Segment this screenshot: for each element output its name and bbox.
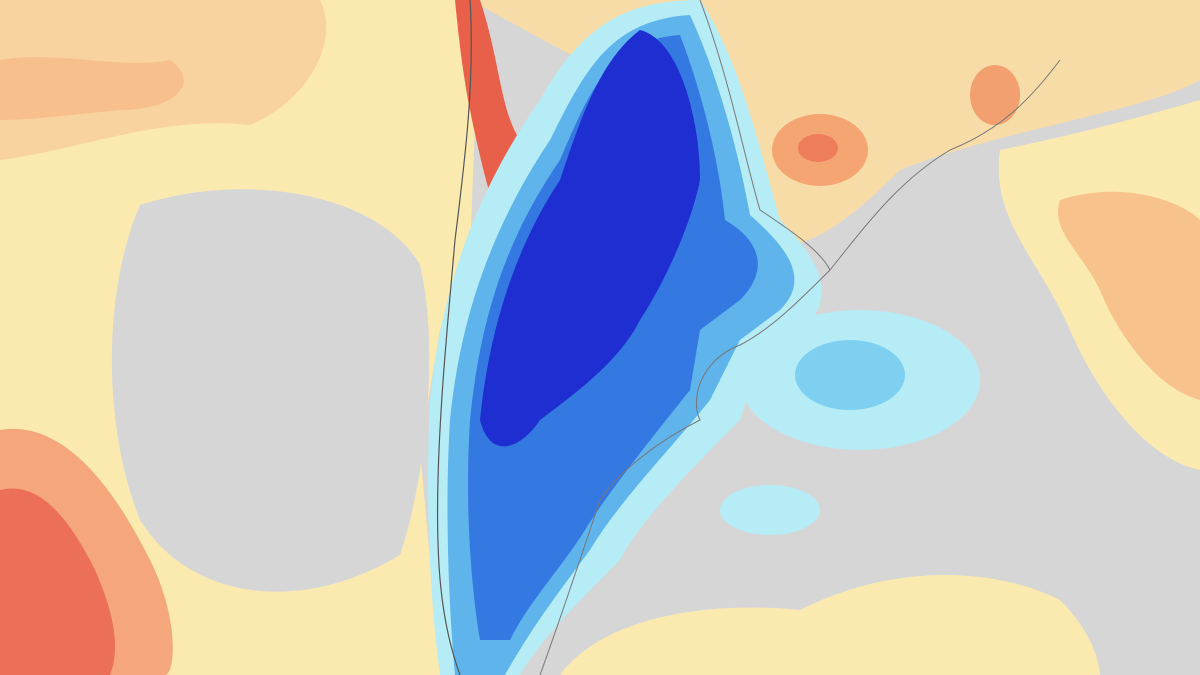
coastline (539, 0, 831, 675)
coastline (829, 59, 1061, 271)
cold-medium (795, 340, 905, 410)
warm-band-south (560, 575, 1100, 675)
warm-area (1058, 191, 1200, 400)
warm-spot (970, 65, 1020, 125)
cold-extreme (480, 30, 700, 447)
cold-light (720, 485, 820, 535)
neutral-pool (111, 189, 430, 592)
warm-area (0, 57, 184, 120)
coastline (436, 0, 472, 675)
hot-area (0, 488, 115, 675)
hot-spot (798, 134, 838, 162)
